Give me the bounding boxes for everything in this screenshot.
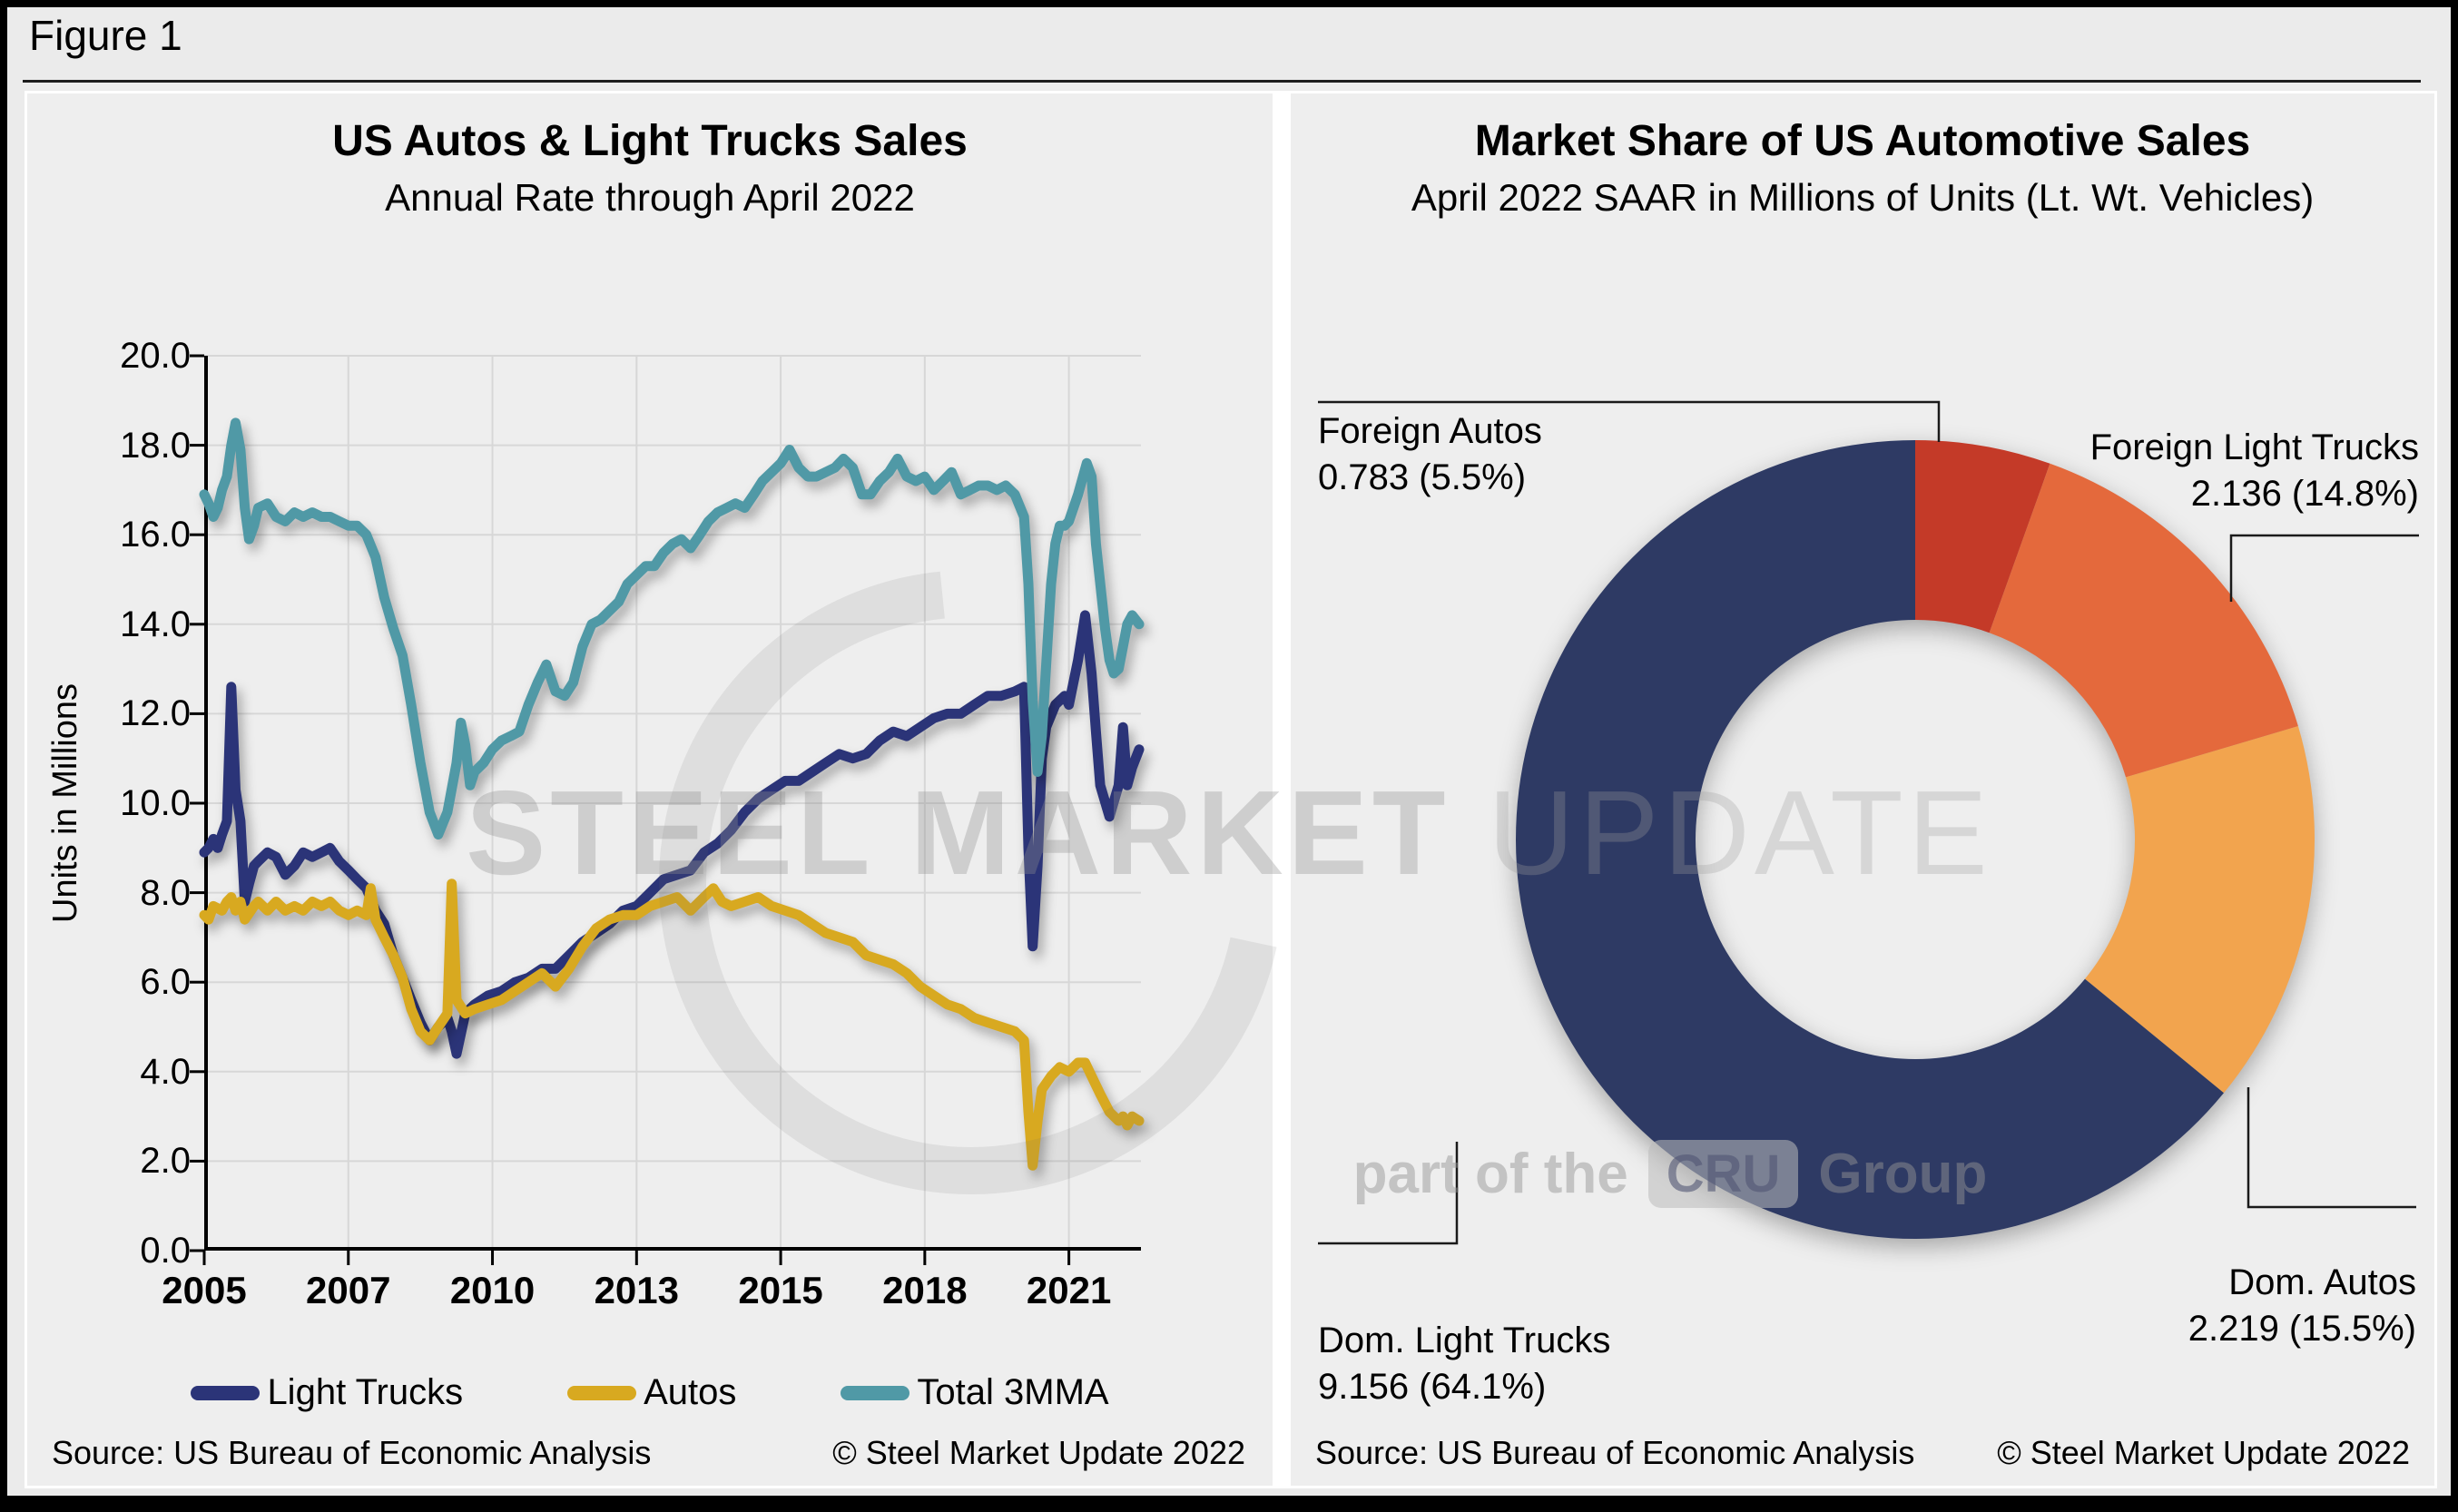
donut-slice-foreign-light-trucks bbox=[1989, 463, 2298, 778]
donut-chart bbox=[1516, 440, 2315, 1239]
x-tick-label: 2010 bbox=[449, 1269, 536, 1311]
x-tick-label: 2015 bbox=[738, 1269, 823, 1311]
donut-slice-foreign-autos bbox=[1915, 440, 2050, 633]
x-tick-label: 2018 bbox=[882, 1269, 968, 1311]
series-total-3mma bbox=[199, 417, 1145, 839]
autos-swatch bbox=[567, 1385, 637, 1400]
total-3mma-swatch bbox=[841, 1385, 910, 1400]
x-tick-label: 2007 bbox=[306, 1269, 391, 1311]
label-dom-autos: Dom. Autos 2.219 (15.5%) bbox=[2044, 1260, 2416, 1352]
series-autos bbox=[199, 879, 1145, 1171]
right-source-text: Source: US Bureau of Economic Analysis bbox=[1315, 1434, 1915, 1471]
slice-value: 2.219 (15.5%) bbox=[2188, 1309, 2416, 1350]
legend-label: Total 3MMA bbox=[917, 1372, 1109, 1412]
slice-label: Dom. Light Trucks bbox=[1318, 1321, 1611, 1360]
slice-value: 0.783 (5.5%) bbox=[1318, 457, 1527, 498]
figure-divider-line bbox=[23, 80, 2421, 83]
y-tick-label: 6.0 bbox=[140, 962, 191, 1003]
legend-label: Autos bbox=[644, 1372, 737, 1412]
slice-value: 2.136 (14.8%) bbox=[2190, 474, 2419, 515]
y-tick-label: 2.0 bbox=[140, 1141, 191, 1182]
legend-item-light-trucks: Light Trucks bbox=[191, 1372, 463, 1413]
y-tick-label: 16.0 bbox=[120, 515, 191, 555]
line-chart-subtitle: Annual Rate through April 2022 bbox=[385, 176, 915, 219]
left-source-text: Source: US Bureau of Economic Analysis bbox=[52, 1434, 652, 1471]
legend-item-total-3mma: Total 3MMA bbox=[841, 1372, 1109, 1413]
line-chart-legend: Light Trucks Autos Total 3MMA bbox=[25, 1372, 1275, 1413]
label-foreign-autos: Foreign Autos 0.783 (5.5%) bbox=[1318, 408, 1542, 501]
panel-gutter bbox=[1275, 91, 1288, 1488]
donut-chart-title: Market Share of US Automotive Sales bbox=[1474, 117, 2251, 165]
x-tick-label: 2021 bbox=[1026, 1269, 1112, 1311]
x-tick-label: 2013 bbox=[594, 1269, 680, 1311]
donut-slice-dom-autos bbox=[2084, 726, 2315, 1094]
y-tick-label: 12.0 bbox=[120, 693, 191, 734]
y-tick-label: 18.0 bbox=[120, 425, 191, 466]
y-tick-label: 0.0 bbox=[140, 1231, 191, 1271]
label-foreign-light-trucks: Foreign Light Trucks 2.136 (14.8%) bbox=[2047, 425, 2419, 517]
left-copyright-text: © Steel Market Update 2022 bbox=[832, 1434, 1245, 1471]
y-tick-label: 14.0 bbox=[120, 604, 191, 644]
donut-slice-dom-light-trucks bbox=[1516, 440, 2224, 1239]
label-dom-light-trucks: Dom. Light Trucks 9.156 (64.1%) bbox=[1318, 1318, 1610, 1410]
line-chart-plot bbox=[190, 354, 1145, 1265]
slice-label: Foreign Autos bbox=[1318, 411, 1542, 451]
line-chart-title: US Autos & Light Trucks Sales bbox=[332, 117, 968, 165]
figure-label: Figure 1 bbox=[29, 12, 182, 59]
slice-label: Foreign Light Trucks bbox=[2089, 427, 2419, 467]
y-tick-label: 4.0 bbox=[140, 1051, 191, 1092]
y-tick-label: 8.0 bbox=[140, 872, 191, 913]
slice-label: Dom. Autos bbox=[2228, 1262, 2416, 1302]
y-tick-label: 20.0 bbox=[120, 336, 191, 376]
series-light-trucks bbox=[199, 610, 1145, 1059]
right-copyright-text: © Steel Market Update 2022 bbox=[1997, 1434, 2410, 1471]
y-tick-label: 10.0 bbox=[120, 783, 191, 823]
donut-chart-subtitle: April 2022 SAAR in Millions of Units (Lt… bbox=[1411, 176, 2315, 219]
x-tick-label: 2005 bbox=[162, 1269, 247, 1311]
legend-item-autos: Autos bbox=[567, 1372, 736, 1413]
slice-value: 9.156 (64.1%) bbox=[1318, 1367, 1547, 1408]
light-trucks-swatch bbox=[191, 1385, 261, 1400]
legend-label: Light Trucks bbox=[267, 1372, 464, 1412]
